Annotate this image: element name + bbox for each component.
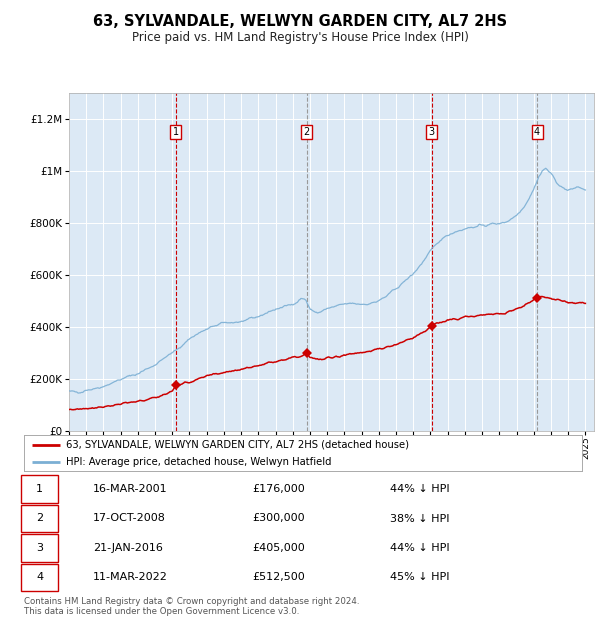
Text: 2: 2 [36,513,43,523]
Text: 3: 3 [428,127,434,137]
Text: HPI: Average price, detached house, Welwyn Hatfield: HPI: Average price, detached house, Welw… [66,457,331,467]
Text: £512,500: £512,500 [252,572,305,582]
Text: 4: 4 [534,127,540,137]
Text: Contains HM Land Registry data © Crown copyright and database right 2024.: Contains HM Land Registry data © Crown c… [24,597,359,606]
Text: 3: 3 [36,543,43,553]
Text: 44% ↓ HPI: 44% ↓ HPI [390,484,449,494]
Text: £405,000: £405,000 [252,543,305,553]
Text: £300,000: £300,000 [252,513,305,523]
Text: 45% ↓ HPI: 45% ↓ HPI [390,572,449,582]
Text: This data is licensed under the Open Government Licence v3.0.: This data is licensed under the Open Gov… [24,608,299,616]
Text: 44% ↓ HPI: 44% ↓ HPI [390,543,449,553]
Text: 63, SYLVANDALE, WELWYN GARDEN CITY, AL7 2HS (detached house): 63, SYLVANDALE, WELWYN GARDEN CITY, AL7 … [66,440,409,450]
Text: 21-JAN-2016: 21-JAN-2016 [93,543,163,553]
Text: 2: 2 [304,127,310,137]
Text: 38% ↓ HPI: 38% ↓ HPI [390,513,449,523]
Text: 1: 1 [36,484,43,494]
Text: 4: 4 [36,572,43,582]
Text: Price paid vs. HM Land Registry's House Price Index (HPI): Price paid vs. HM Land Registry's House … [131,31,469,43]
Text: 16-MAR-2001: 16-MAR-2001 [93,484,167,494]
Text: 11-MAR-2022: 11-MAR-2022 [93,572,168,582]
Text: 63, SYLVANDALE, WELWYN GARDEN CITY, AL7 2HS: 63, SYLVANDALE, WELWYN GARDEN CITY, AL7 … [93,14,507,29]
Text: 1: 1 [173,127,179,137]
Text: £176,000: £176,000 [252,484,305,494]
Text: 17-OCT-2008: 17-OCT-2008 [93,513,166,523]
